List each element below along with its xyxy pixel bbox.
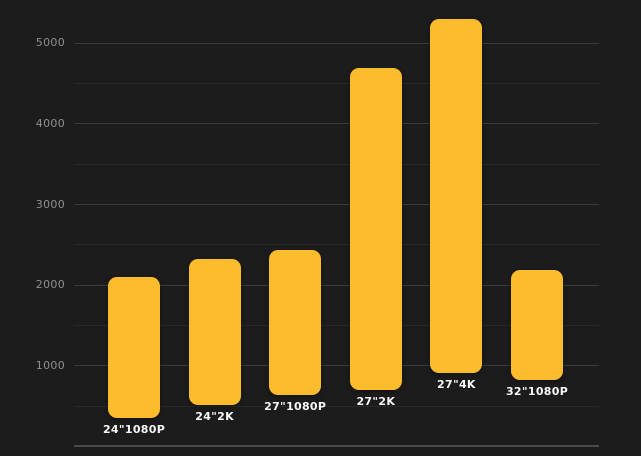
y-tick-label-3000: 3000 bbox=[35, 197, 65, 211]
bar-category-label: 32"1080P bbox=[505, 384, 569, 398]
bar-category-label: 24"1080P bbox=[102, 422, 166, 436]
bar-category-label: 27"1080P bbox=[264, 400, 327, 414]
y-tick-label-2000: 2000 bbox=[35, 278, 65, 292]
bar-272k bbox=[349, 67, 402, 390]
bar-241080p bbox=[108, 276, 160, 418]
bar-category-label: 27"4K bbox=[437, 378, 476, 392]
gridline-4000 bbox=[74, 123, 599, 125]
y-tick-label-5000: 5000 bbox=[35, 36, 65, 50]
bar-242k bbox=[188, 258, 241, 405]
gridline-3000 bbox=[74, 204, 599, 206]
bar-321080p bbox=[511, 270, 563, 380]
y-tick-label-4000: 4000 bbox=[35, 116, 65, 130]
bar-271080p bbox=[269, 250, 322, 396]
gridline-4500 bbox=[74, 83, 599, 85]
x-axis-line bbox=[74, 445, 599, 447]
bar-category-label: 24"2K bbox=[195, 409, 234, 423]
bar-274k bbox=[430, 18, 483, 374]
gridline-3500 bbox=[74, 163, 599, 165]
bar-category-label: 27"2K bbox=[356, 394, 396, 408]
y-tick-label-1000: 1000 bbox=[35, 358, 65, 372]
gridline-5000 bbox=[74, 42, 599, 44]
gridline-2500 bbox=[74, 244, 599, 246]
